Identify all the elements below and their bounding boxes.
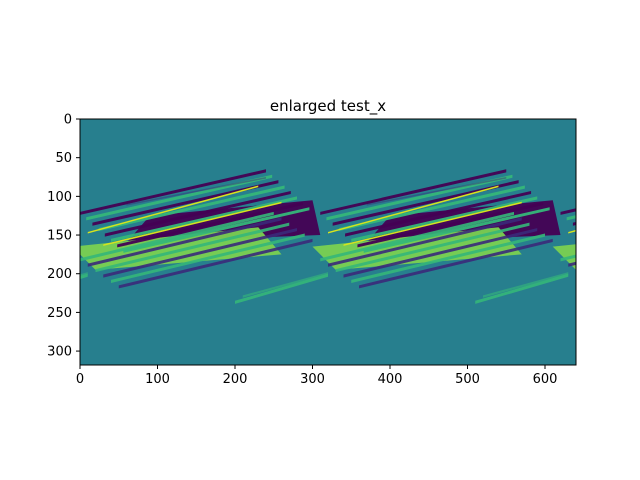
diagonal-stripe [345, 190, 532, 237]
diagonal-stripe [0, 217, 41, 267]
diagonal-stripe [338, 185, 525, 232]
diagonal-stripe [359, 238, 553, 289]
diagonal-stripe [599, 239, 640, 289]
yellow-streak [584, 202, 640, 246]
x-tick-label: 0 [76, 372, 84, 387]
diagonal-stripe [123, 207, 310, 253]
diagonal-stripe [560, 254, 576, 262]
diagonal-stripe [0, 212, 34, 262]
diagonal-stripe [579, 186, 640, 232]
diagonal-stripe [95, 222, 290, 273]
yellow-streak [568, 229, 576, 234]
diagonal-stripe [584, 228, 640, 278]
diagonal-stripe [80, 169, 266, 215]
diagonal-stripe [0, 223, 49, 273]
x-tick-label: 200 [223, 372, 248, 387]
x-tick-label: 600 [533, 372, 558, 387]
diagonal-stripe [80, 211, 274, 262]
diagonal-stripe [560, 208, 576, 215]
diagonal-stripe [0, 180, 38, 226]
yellow-streak [343, 201, 522, 246]
diagonal-stripe [351, 233, 545, 283]
diagonal-stripe [332, 180, 519, 226]
diagonal-stripe [0, 175, 32, 221]
diagonal-stripe [0, 186, 44, 232]
axes-frame [79, 118, 577, 366]
diagonal-stripe [572, 221, 576, 226]
diagonal-stripe [357, 201, 544, 248]
diagonal-stripe [103, 228, 297, 278]
diagonal-stripe [576, 223, 640, 273]
diagonal-stripe [598, 202, 640, 248]
diagonal-stripe [604, 207, 640, 253]
x-axis: 0 100 200 300 400 500 600 [76, 365, 558, 387]
diagonal-stripe [92, 180, 279, 226]
y-tick-label: 250 [47, 306, 72, 321]
x-tick-label: 400 [378, 372, 403, 387]
diagonal-stripe [320, 211, 514, 262]
chart-title: enlarged test_x [270, 97, 386, 116]
bright-band [0, 227, 41, 270]
y-tick-label: 0 [64, 113, 72, 128]
yellow-streak [328, 185, 499, 234]
diagonal-stripe [86, 174, 273, 221]
diagonal-stripe [585, 191, 640, 237]
y-tick-label: 150 [47, 229, 72, 244]
faint-stripe [0, 177, 26, 206]
green-streak [475, 273, 569, 304]
y-tick-label: 200 [47, 267, 72, 282]
green-streak [80, 273, 88, 280]
diagonal-stripe [328, 217, 522, 267]
y-tick-label: 100 [47, 190, 72, 205]
dark-band [607, 200, 640, 243]
y-axis: 0 50 100 150 200 250 300 [47, 113, 80, 360]
yellow-streak [103, 201, 282, 246]
diagonal-stripe [98, 185, 285, 232]
diagonal-stripe [117, 201, 304, 248]
faint-stripe [366, 177, 507, 206]
diagonal-stripe [320, 169, 507, 215]
diagonal-stripe [351, 196, 538, 242]
yellow-streak [0, 186, 18, 234]
diagonal-stripe [111, 196, 297, 242]
diagonal-stripe [335, 222, 530, 273]
diagonal-stripe [568, 261, 576, 267]
green-streak [80, 272, 88, 277]
heatmap-image [0, 119, 640, 365]
diagonal-stripe [87, 217, 282, 267]
green-streak [235, 273, 328, 304]
diagonal-stripe [592, 196, 640, 242]
diagonal-stripe [118, 238, 313, 289]
diagonal-stripe [0, 169, 26, 215]
diagonal-stripe [111, 233, 305, 283]
x-tick-label: 300 [300, 372, 325, 387]
yellow-streak [0, 202, 41, 246]
x-tick-label: 500 [455, 372, 480, 387]
yellow-streak [87, 185, 259, 234]
y-tick-label: 300 [47, 345, 72, 360]
x-tick-label: 100 [145, 372, 170, 387]
diagonal-stripe [566, 215, 576, 221]
diagonal-stripe [104, 190, 291, 237]
green-streak [483, 272, 569, 298]
green-streak [242, 272, 328, 298]
faint-stripe [607, 177, 640, 206]
diagonal-stripe [0, 191, 51, 237]
y-tick-label: 50 [55, 151, 72, 166]
diagonal-stripe [363, 207, 550, 253]
diagonal-stripe [326, 174, 513, 221]
diagonal-stripe [592, 233, 640, 283]
diagonal-stripe [343, 228, 538, 278]
faint-stripe [126, 177, 266, 206]
